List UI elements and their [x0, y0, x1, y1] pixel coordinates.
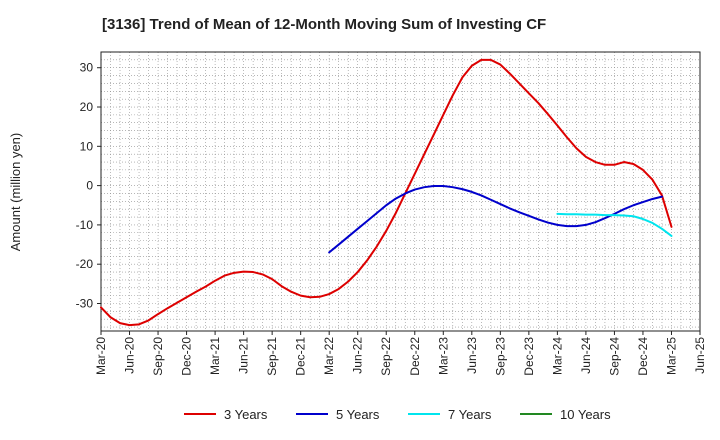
legend-label-5-years: 5 Years	[336, 407, 380, 422]
x-tick-label: Dec-22	[408, 337, 422, 376]
y-tick-label: 0	[86, 179, 93, 193]
y-tick-label: -30	[76, 296, 94, 310]
y-tick-labels: 30 20 10 0 -10 -20 -30	[76, 61, 101, 310]
x-tick-label: Jun-20	[123, 337, 137, 374]
x-tick-label: Sep-20	[151, 337, 165, 376]
series-line-3-years	[100, 58, 673, 327]
x-tick-label: Dec-21	[294, 337, 308, 376]
y-tick-label: 20	[80, 100, 94, 114]
x-tick-label: Jun-21	[237, 337, 251, 374]
grid	[101, 51, 700, 331]
x-tick-label: Sep-24	[607, 337, 621, 376]
x-tick-label: Jun-22	[351, 337, 365, 374]
legend-label-7-years: 7 Years	[448, 407, 492, 422]
x-tick-label: Mar-22	[322, 337, 336, 375]
legend-label-10-years: 10 Years	[560, 407, 611, 422]
x-tick-label: Sep-21	[265, 337, 279, 376]
plot-frame	[100, 51, 701, 332]
chart-title: [3136] Trend of Mean of 12-Month Moving …	[102, 16, 546, 33]
x-tick-label: Mar-20	[94, 337, 108, 375]
y-tick-label: -10	[76, 218, 94, 232]
y-axis-label: Amount (million yen)	[8, 133, 23, 252]
x-tick-label: Jun-24	[579, 337, 593, 374]
series-layer	[100, 58, 673, 327]
legend: 3 Years 5 Years 7 Years 10 Years	[184, 407, 611, 422]
plot-border	[100, 51, 701, 332]
x-tick-label: Dec-23	[522, 337, 536, 376]
y-tick-label: -20	[76, 257, 94, 271]
x-tick-label: Mar-24	[550, 337, 564, 375]
series-line-5-years	[328, 185, 663, 254]
x-tick-label: Mar-25	[664, 337, 678, 375]
x-tick-label: Dec-20	[180, 337, 194, 376]
series-line-7-years	[556, 212, 673, 237]
x-tick-label: Jun-25	[693, 337, 707, 374]
x-tick-label: Jun-23	[465, 337, 479, 374]
x-tick-label: Sep-23	[493, 337, 507, 376]
x-tick-label: Mar-23	[436, 337, 450, 375]
x-tick-label: Dec-24	[636, 337, 650, 376]
legend-label-3-years: 3 Years	[224, 407, 268, 422]
y-tick-label: 30	[80, 61, 94, 75]
x-tick-label: Mar-21	[208, 337, 222, 375]
y-tick-label: 10	[80, 139, 94, 153]
x-tick-labels: Mar-20 Jun-20 Sep-20 Dec-20 Mar-21 Jun-21 Sep-…	[94, 331, 707, 376]
x-tick-label: Sep-22	[379, 337, 393, 376]
